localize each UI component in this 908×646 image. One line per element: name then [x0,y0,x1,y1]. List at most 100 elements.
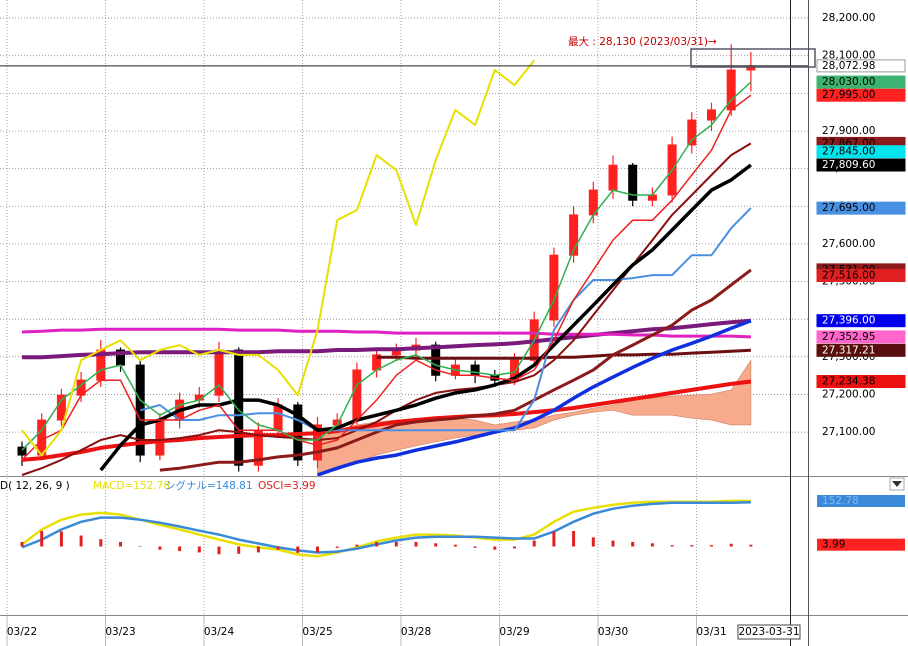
y-tick-label: 27,100.00 [822,426,875,438]
indicator-line [139,207,752,432]
osci-bar [552,531,556,547]
dropdown-button[interactable] [889,477,905,491]
price-badge-label: 27,234.38 [822,376,875,388]
price-badge-label: 28,030.00 [822,76,875,88]
candle-body [313,424,322,461]
x-tick-label: 03/22 [7,626,37,638]
legend-entry: シグナル=148.81 [165,479,253,492]
candle-body [470,364,480,376]
osci-bar [710,545,713,547]
macd-badge-label: 3.99 [822,539,845,551]
price-badge [816,330,906,344]
x-tick-label: 03/25 [302,626,332,638]
osci-bar [335,546,339,548]
price-badge-label: 27,352.95 [822,331,875,343]
candle-body [17,446,27,456]
osci-bar [138,546,142,547]
osci-bar [670,545,674,547]
candle-body [234,349,244,466]
osci-bar [296,546,300,553]
osci-bar [375,541,379,547]
osci-bar [276,546,280,550]
price-badge [816,375,906,389]
dropdown-arrow[interactable] [892,481,902,487]
candle-body [628,164,638,201]
x-tick-label: 03/31 [696,626,726,638]
osci-bar [355,544,359,547]
price-badge [816,343,906,357]
price-badge [816,314,906,328]
indicator-line [21,59,535,457]
macd-panel [6,478,753,615]
osci-bar [217,546,221,555]
indicator-line [22,318,752,360]
macd-line [21,500,751,554]
indicator-line [316,319,752,476]
price-badge [816,158,906,172]
indicator-line [376,348,751,360]
price-badge-label: 28,072.98 [822,60,875,72]
indicator-line [21,94,752,461]
osci-bar [690,545,694,547]
max-box [690,48,816,68]
osci-bar [729,543,733,547]
price-badge [816,145,906,159]
price-badge [816,75,906,89]
osci-bar [158,546,162,550]
price-badge-label: 27,516.00 [822,270,875,282]
y-tick-label: 27,900.00 [822,125,875,137]
macd-badge [817,494,905,507]
price-badge-label: 27,995.00 [822,89,875,101]
price-badge [816,269,906,283]
osci-bar [316,546,319,553]
y-tick-label: 27,200.00 [822,388,875,400]
osci-bar [749,544,753,547]
candle-body [352,369,362,421]
osci-bar [650,543,654,547]
ichimoku-cloud [317,359,752,476]
candle-body [155,419,165,456]
y-tick-label: 27,600.00 [822,238,875,250]
macd-badge [817,538,905,551]
price-panel [0,0,808,476]
indicator-line [159,268,752,472]
x-tick-label: 03/24 [204,626,235,638]
y-tick-label: 28,200.00 [822,12,875,24]
price-badge [816,201,906,215]
candle-body [431,344,441,376]
osci-bar [197,546,201,553]
osci-bar [59,531,63,547]
osci-bar [611,540,615,547]
indicator-line [21,379,752,462]
candle-body [687,119,697,146]
candle-body [608,164,618,191]
osci-bar [394,541,398,547]
macd-indicator: D( 12, 26, 9 ) [0,480,70,492]
max-annotation: 最大 : 28,130 (2023/03/31)→ [568,35,717,48]
price-badge-label: 27,845.00 [822,146,875,158]
osci-bar [79,535,83,547]
price-badge [816,88,906,102]
x-tick-label: 03/29 [499,626,529,638]
candle-body [549,254,559,321]
osci-bar [631,541,635,547]
legend-entry: MACD=152.78 [93,480,170,492]
indicator-line [21,81,752,451]
osci-bar [591,537,595,547]
osci-bar [414,541,418,547]
osci-bar [40,530,44,547]
candle-body [647,194,657,201]
candle-body [273,404,283,431]
osci-bar [20,541,24,547]
osci-bar [237,546,241,554]
osci-bar [532,540,536,547]
macd-badge-label: 152.78 [822,495,859,507]
x-tick-label: 03/23 [105,626,135,638]
osci-bar [493,546,497,550]
price-badge-label: 27,695.00 [822,202,875,214]
x-tick-label: 03/28 [401,626,431,638]
osci-bar [178,546,182,552]
